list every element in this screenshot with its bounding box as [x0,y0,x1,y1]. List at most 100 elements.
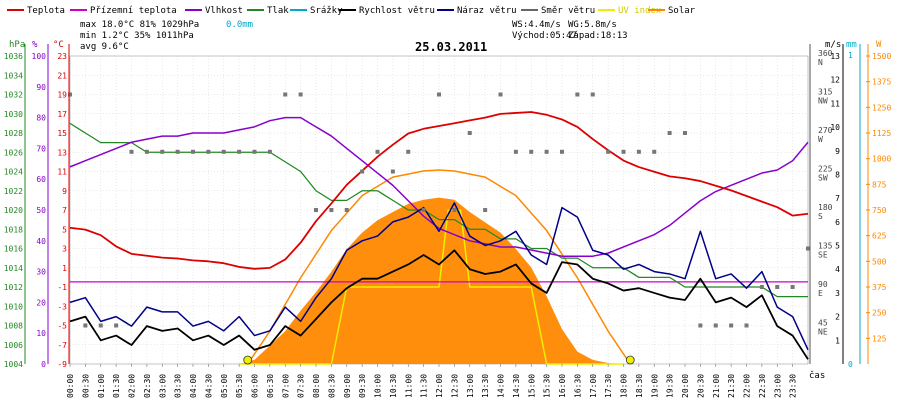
wind-direction-point [237,149,242,154]
x-tick-label: 04:00 [189,374,198,398]
axis-hpa-tick: 1008 [4,322,23,331]
x-tick-label: 00:30 [81,374,90,398]
axis-mm-tick-bottom: 0 [848,360,853,369]
axis-temperature-title: °C [53,40,64,50]
axis-watts-tick: 375 [872,283,887,292]
axis-hpa-tick: 1012 [4,283,23,292]
wind-direction-point [498,92,503,97]
wind-direction-point [298,92,303,97]
wind-direction-point [160,149,165,154]
axis-ms-tick: 4 [835,265,840,274]
x-tick-label: 09:30 [358,374,367,398]
axis-mm-tick-top: 1 [848,51,853,60]
axis-hpa-tick: 1020 [4,206,23,215]
axis-watts-tick: 1250 [872,103,891,112]
axis-direction-label: SW [818,174,828,183]
axis-watts-tick: 250 [872,309,887,318]
axes-layer: hPa1036103410321030102810261024102210201… [4,40,892,398]
x-tick-label: 20:30 [696,374,705,398]
wind-direction-point [806,246,810,251]
wind-direction-point [329,208,334,212]
axis-hpa-tick: 1014 [4,264,23,273]
axis-ms-tick: 13 [830,52,840,61]
axis-hpa-tick: 1018 [4,225,23,234]
axis-humidity-tick: 80 [36,114,46,123]
axis-watts-tick: 625 [872,232,887,241]
x-tick-label: 16:00 [558,374,567,398]
axis-temperature-tick: 7 [62,206,67,215]
wind-direction-point [344,208,349,212]
x-tick-label: 13:30 [481,374,490,398]
x-tick-label: 18:00 [620,374,629,398]
legend-label-uv: UV index [618,6,662,16]
axis-mm-title: mm [846,40,857,50]
wind-direction-point [144,149,149,154]
axis-temperature-tick: -3 [57,302,67,311]
axis-direction-label: W [818,135,823,144]
axis-hpa-tick: 1036 [4,52,23,61]
axis-temperature-tick: 13 [57,148,67,157]
axis-hpa-tick: 1026 [4,148,23,157]
axis-humidity-tick: 70 [36,144,46,153]
wind-direction-point [452,208,457,212]
axis-watts-tick: 1125 [872,129,891,138]
wind-direction-point [529,149,534,154]
legend-label-solar: Solar [668,6,696,16]
legend-label-press: Tlak [267,6,289,16]
axis-direction-label: SE [818,251,828,260]
x-tick-label: 18:30 [635,374,644,398]
x-tick-label: 07:30 [297,374,306,398]
axis-humidity-tick: 60 [36,175,46,184]
wind-direction-point [191,149,195,154]
x-tick-label: 07:00 [281,374,290,398]
sunrise-marker [243,355,253,365]
stat-rain: 0.0mm [226,20,253,30]
legend-label-hum: Vlhkost [205,6,243,16]
wind-direction-point [252,149,257,154]
x-tick-label: 22:00 [743,374,752,398]
axis-watts-tick: 875 [872,180,887,189]
x-tick-label: 19:30 [666,374,675,398]
wind-direction-point [390,169,395,174]
x-tick-label: 02:30 [143,374,152,398]
axis-direction-label: NE [818,328,828,337]
wind-direction-point [667,131,672,135]
axis-hpa-tick: 1034 [4,71,23,80]
x-tick-label: 17:00 [589,374,598,398]
axis-humidity-tick: 10 [36,329,46,338]
axis-humidity-tick: 30 [36,268,46,277]
x-tick-label: 21:30 [727,374,736,398]
wind-direction-point [467,131,472,135]
wind-direction-point [683,131,687,135]
axis-temperature-tick: 9 [62,187,67,196]
axis-temperature-tick: 17 [57,110,67,119]
wind-direction-point [513,149,518,154]
axis-temperature-tick: 3 [62,245,67,254]
wind-direction-point [759,285,764,289]
axis-direction-label: E [818,289,823,298]
wind-direction-point [437,92,441,97]
x-axis-label: čas [809,370,825,381]
axis-direction-tick: 360 [818,49,833,58]
axis-temperature-tick: 23 [57,52,67,61]
wind-direction-point [360,169,365,174]
series-temperature-line [69,111,809,270]
axis-direction-label: S [818,212,823,221]
wind-direction-point [221,149,226,154]
wind-direction-point [575,92,580,97]
x-tick-label: 08:00 [312,374,321,398]
x-tick-label: 03:30 [174,374,183,398]
legend-label-ground: Přízemní teplota [90,6,177,16]
axis-hpa-tick: 1022 [4,187,23,196]
axis-watts-tick: 125 [872,334,887,343]
axis-temperature-tick: -7 [57,341,67,350]
axis-watts-tick: 1000 [872,155,891,164]
series-solar-area [239,197,624,364]
x-tick-label: 15:30 [543,374,552,398]
x-tick-label: 11:00 [404,374,413,398]
axis-temperature-tick: -1 [57,283,67,292]
x-tick-label: 00:00 [66,374,75,398]
wind-direction-point [698,323,703,328]
axis-temperature-tick: -9 [57,360,67,369]
